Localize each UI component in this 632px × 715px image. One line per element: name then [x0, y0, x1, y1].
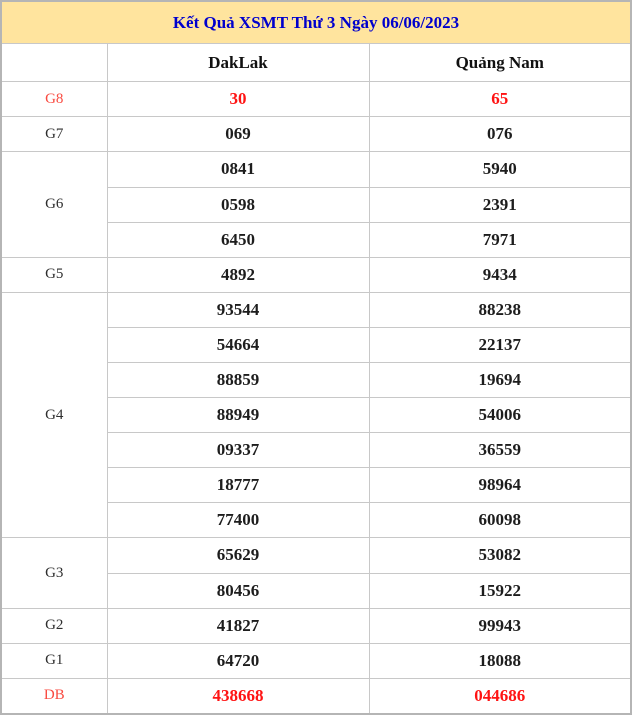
result-value-g3-col2-2: 15922	[368, 572, 632, 609]
result-value-g7-col2: 076	[368, 116, 632, 153]
page-title: Kết Quả XSMT Thứ 3 Ngày 06/06/2023	[0, 0, 632, 45]
results-body: G8 30 65 G7 069 076 G6 0841 5940 0598 2391 6450 7971…	[0, 81, 632, 715]
result-value-g8-col1: 30	[106, 81, 370, 118]
result-value-g4-col2-3: 19694	[368, 361, 632, 399]
prize-row-g4-4: 88949 54006	[1, 397, 632, 434]
result-value-g4-col2-1: 88238	[368, 291, 632, 328]
column-header-row: DakLak Quảng Nam	[0, 43, 632, 83]
prize-row-g8: G8 30 65	[0, 81, 632, 118]
prize-row-g6-2: 0598 2391	[1, 186, 632, 223]
result-value-g4-col2-2: 22137	[368, 326, 632, 363]
prize-label-g2: G2	[0, 607, 108, 644]
prize-row-g5: G5 4892 9434	[0, 256, 632, 293]
result-value-g6-col1-2: 0598	[106, 186, 370, 223]
prize-row-g6-1: G6 0841 5940	[0, 151, 632, 258]
prize-label-g3: G3	[0, 537, 108, 609]
prize-row-g3-2: 80456 15922	[1, 572, 632, 609]
result-value-g4-col1-1: 93544	[106, 291, 370, 328]
prize-row-g2: G2 41827 99943	[0, 607, 632, 644]
prize-row-g1: G1 64720 18088	[0, 642, 632, 679]
result-value-g4-col2-7: 60098	[368, 502, 632, 539]
result-value-g6-col2-2: 2391	[368, 186, 632, 223]
result-value-g5-col2: 9434	[368, 256, 632, 293]
column-header-daklak: DakLak	[106, 43, 370, 83]
result-value-g3-col1-2: 80456	[106, 572, 370, 609]
result-value-g2-col2: 99943	[368, 607, 632, 644]
result-value-g7-col1: 069	[106, 116, 370, 153]
prize-row-g3-1: G3 65629 53082	[0, 537, 632, 609]
result-value-g4-col1-3: 88859	[106, 361, 370, 399]
result-value-g4-col2-5: 36559	[368, 432, 632, 469]
prize-label-db: DB	[0, 677, 108, 715]
prize-label-g7: G7	[0, 116, 108, 153]
result-value-g2-col1: 41827	[106, 607, 370, 644]
prize-row-g4-7: 77400 60098	[1, 502, 632, 539]
title-row: Kết Quả XSMT Thứ 3 Ngày 06/06/2023	[0, 0, 632, 45]
prize-label-g1: G1	[0, 642, 108, 679]
result-value-g6-col2-1: 5940	[368, 151, 632, 188]
result-value-g4-col1-5: 09337	[106, 432, 370, 469]
prize-label-g6: G6	[0, 151, 108, 258]
prize-row-g4-6: 18777 98964	[1, 467, 632, 504]
result-value-g6-col2-3: 7971	[368, 221, 632, 258]
result-value-g1-col2: 18088	[368, 642, 632, 679]
prize-label-g5: G5	[0, 256, 108, 293]
result-value-g4-col2-6: 98964	[368, 467, 632, 504]
prize-row-g4-5: 09337 36559	[1, 432, 632, 469]
column-header-quangnam: Quảng Nam	[368, 43, 632, 83]
prize-row-db: DB 438668 044686	[0, 677, 632, 715]
result-value-g8-col2: 65	[368, 81, 632, 118]
column-header-prize	[0, 43, 108, 83]
prize-row-g6-3: 6450 7971	[1, 221, 632, 258]
result-value-g4-col1-2: 54664	[106, 326, 370, 363]
result-value-g6-col1-3: 6450	[106, 221, 370, 258]
result-value-g4-col2-4: 54006	[368, 397, 632, 434]
result-value-g3-col2-1: 53082	[368, 537, 632, 574]
prize-row-g4-3: 88859 19694	[1, 361, 632, 399]
prize-row-g4-1: G4 93544 88238	[0, 291, 632, 539]
result-value-db-col1: 438668	[106, 677, 370, 715]
result-value-db-col2: 044686	[368, 677, 632, 715]
prize-label-g4: G4	[0, 291, 108, 539]
prize-label-g8: G8	[0, 81, 108, 118]
result-value-g4-col1-7: 77400	[106, 502, 370, 539]
result-value-g1-col1: 64720	[106, 642, 370, 679]
prize-row-g4-2: 54664 22137	[1, 326, 632, 363]
prize-row-g7: G7 069 076	[0, 116, 632, 153]
result-value-g6-col1-1: 0841	[106, 151, 370, 188]
result-value-g4-col1-4: 88949	[106, 397, 370, 434]
result-value-g3-col1-1: 65629	[106, 537, 370, 574]
result-value-g5-col1: 4892	[106, 256, 370, 293]
result-value-g4-col1-6: 18777	[106, 467, 370, 504]
